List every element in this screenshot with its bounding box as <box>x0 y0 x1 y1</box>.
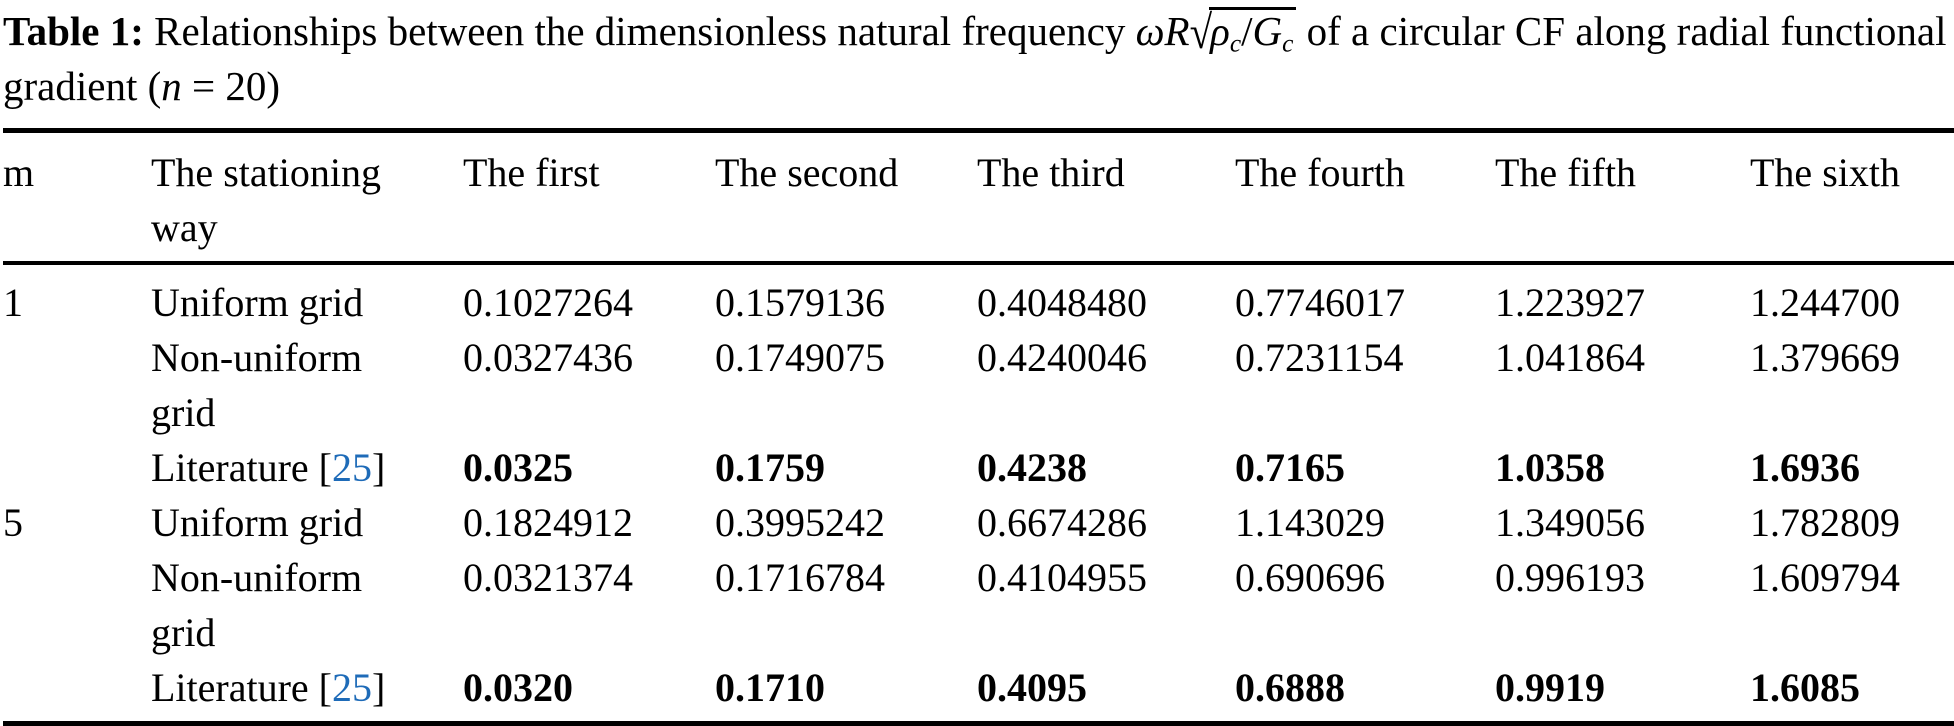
literature-label-suffix: ] <box>372 665 386 710</box>
cell-stationing-way: Uniform grid <box>151 500 364 545</box>
radical-icon: √ <box>1189 5 1213 59</box>
table-row-m5-literature: Literature [25] 0.0320 0.1710 0.4095 0.6… <box>3 660 1954 724</box>
cell-value: 0.0320 <box>463 665 573 710</box>
cell-m: 5 <box>3 500 23 545</box>
citation-link-25[interactable]: 25 <box>332 445 372 490</box>
cell-value: 1.0358 <box>1495 445 1605 490</box>
column-header-first: The first <box>463 130 715 265</box>
table-row-m5-uniform: 5 Uniform grid 0.1824912 0.3995242 0.667… <box>3 495 1954 550</box>
results-table: m The stationing way The first The secon… <box>3 128 1954 726</box>
caption-text-2: of a circular CF along radial functional… <box>3 8 1947 109</box>
cell-value: 0.996193 <box>1495 555 1645 600</box>
formula-omega-r: ωR <box>1135 8 1190 54</box>
cell-stationing-way: Literature [25] <box>151 660 463 724</box>
literature-label-suffix: ] <box>372 445 386 490</box>
cell-value: 0.6888 <box>1235 665 1345 710</box>
cell-value: 0.4048480 <box>977 280 1147 325</box>
cell-value: 1.143029 <box>1235 500 1385 545</box>
table-label: Table 1: <box>3 8 144 54</box>
cell-value: 0.690696 <box>1235 555 1385 600</box>
cell-value: 1.379669 <box>1750 335 1900 380</box>
formula-g-subscript: c <box>1282 29 1294 58</box>
cell-value: 0.1749075 <box>715 335 885 380</box>
literature-label: Literature [ <box>151 665 332 710</box>
cell-value: 0.7231154 <box>1235 335 1404 380</box>
cell-m <box>3 440 151 495</box>
cell-value: 0.1027264 <box>463 280 633 325</box>
sqrt-formula: √ρc/Gc <box>1190 6 1297 59</box>
column-header-stationing-way: The stationing way <box>151 130 463 265</box>
caption-text-3: = 20) <box>181 63 281 109</box>
table-row-m5-nonuniform: Non-uniform grid 0.0321374 0.1716784 0.4… <box>3 550 1954 660</box>
cell-value: 1.609794 <box>1750 555 1900 600</box>
table-row-m1-uniform: 1 Uniform grid 0.1027264 0.1579136 0.404… <box>3 263 1954 330</box>
cell-stationing-way: Literature [25] <box>151 440 463 495</box>
caption-text-1: Relationships between the dimensionless … <box>143 8 1136 54</box>
column-header-m: m <box>3 130 151 265</box>
cell-value: 0.4240046 <box>977 335 1147 380</box>
cell-value: 0.0325 <box>463 445 573 490</box>
cell-value: 0.4238 <box>977 445 1087 490</box>
column-header-second: The second <box>715 130 977 265</box>
cell-m <box>3 550 151 660</box>
header-row: m The stationing way The first The secon… <box>3 130 1954 265</box>
cell-value: 1.6085 <box>1750 665 1860 710</box>
table-caption: Table 1: Relationships between the dimen… <box>3 4 1952 114</box>
formula-rho-subscript: c <box>1229 29 1242 58</box>
cell-m: 1 <box>3 280 23 325</box>
column-header-third: The third <box>977 130 1235 265</box>
cell-value: 0.1824912 <box>463 500 633 545</box>
cell-value: 1.041864 <box>1495 335 1645 380</box>
column-header-fourth: The fourth <box>1235 130 1495 265</box>
cell-m <box>3 330 151 440</box>
cell-value: 0.9919 <box>1495 665 1605 710</box>
formula-rho: ρ <box>1210 8 1230 54</box>
cell-value: 0.1716784 <box>715 555 885 600</box>
table-row-m1-nonuniform: Non-uniform grid 0.0327436 0.1749075 0.4… <box>3 330 1954 440</box>
cell-value: 1.6936 <box>1750 445 1860 490</box>
column-header-fifth: The fifth <box>1495 130 1750 265</box>
cell-value: 0.6674286 <box>977 500 1147 545</box>
column-header-sixth: The sixth <box>1750 130 1954 265</box>
cell-value: 0.0321374 <box>463 555 633 600</box>
cell-stationing-way: Uniform grid <box>151 280 364 325</box>
cell-value: 0.4095 <box>977 665 1087 710</box>
cell-value: 0.1710 <box>715 665 825 710</box>
formula-g: G <box>1252 8 1283 54</box>
formula-slash: / <box>1241 8 1253 54</box>
cell-m <box>3 660 151 724</box>
cell-value: 1.782809 <box>1750 500 1900 545</box>
formula-n: n <box>161 63 182 109</box>
cell-value: 1.223927 <box>1495 280 1645 325</box>
cell-value: 0.4104955 <box>977 555 1147 600</box>
cell-value: 0.1579136 <box>715 280 885 325</box>
cell-value: 0.1759 <box>715 445 825 490</box>
cell-value: 1.349056 <box>1495 500 1645 545</box>
cell-value: 0.7746017 <box>1235 280 1405 325</box>
cell-value: 0.3995242 <box>715 500 885 545</box>
table-row-m1-literature: Literature [25] 0.0325 0.1759 0.4238 0.7… <box>3 440 1954 495</box>
literature-label: Literature [ <box>151 445 332 490</box>
cell-stationing-way: Non-uniform grid <box>151 555 363 655</box>
citation-link-25[interactable]: 25 <box>332 665 372 710</box>
cell-stationing-way: Non-uniform grid <box>151 335 363 435</box>
cell-value: 1.244700 <box>1750 280 1900 325</box>
cell-value: 0.0327436 <box>463 335 633 380</box>
radicand: ρc/Gc <box>1209 7 1297 56</box>
cell-value: 0.7165 <box>1235 445 1345 490</box>
